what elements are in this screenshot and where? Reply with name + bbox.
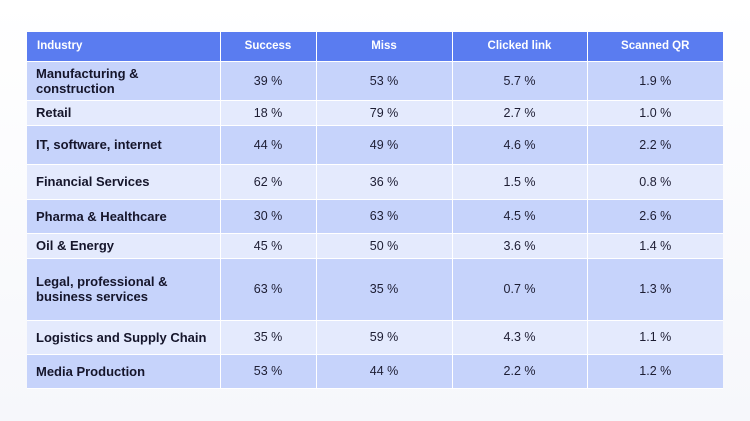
scanned-qr-cell: 1.1 % — [587, 320, 723, 355]
miss-cell: 59 % — [316, 320, 453, 355]
table-row: Retail 18 % 79 % 2.7 % 1.0 % — [27, 100, 723, 126]
success-cell: 18 % — [220, 100, 317, 126]
table-row: Financial Services 62 % 36 % 1.5 % 0.8 % — [27, 164, 723, 200]
industry-cell: Pharma & Healthcare — [27, 199, 221, 234]
table-row: Legal, professional & business services … — [27, 258, 723, 321]
table-row: Manufacturing & construction 39 % 53 % 5… — [27, 61, 723, 101]
industry-cell: Retail — [27, 100, 221, 126]
industry-cell: Manufacturing & construction — [27, 61, 221, 101]
table-header-row: Industry Success Miss Clicked link Scann… — [27, 32, 723, 62]
scanned-qr-cell: 1.0 % — [587, 100, 723, 126]
clicked-link-cell: 2.2 % — [452, 354, 588, 389]
scanned-qr-cell: 1.2 % — [587, 354, 723, 389]
miss-cell: 50 % — [316, 233, 453, 259]
success-cell: 45 % — [220, 233, 317, 259]
industry-cell: IT, software, internet — [27, 125, 221, 165]
success-cell: 44 % — [220, 125, 317, 165]
clicked-link-cell: 2.7 % — [452, 100, 588, 126]
header-clicked-link: Clicked link — [452, 32, 588, 62]
success-cell: 30 % — [220, 199, 317, 234]
scanned-qr-cell: 1.4 % — [587, 233, 723, 259]
table-row: Pharma & Healthcare 30 % 63 % 4.5 % 2.6 … — [27, 199, 723, 234]
success-cell: 53 % — [220, 354, 317, 389]
industry-cell: Legal, professional & business services — [27, 258, 221, 321]
clicked-link-cell: 0.7 % — [452, 258, 588, 321]
clicked-link-cell: 4.5 % — [452, 199, 588, 234]
table-row: IT, software, internet 44 % 49 % 4.6 % 2… — [27, 125, 723, 165]
success-cell: 39 % — [220, 61, 317, 101]
clicked-link-cell: 3.6 % — [452, 233, 588, 259]
industry-cell: Media Production — [27, 354, 221, 389]
scanned-qr-cell: 1.9 % — [587, 61, 723, 101]
miss-cell: 79 % — [316, 100, 453, 126]
miss-cell: 36 % — [316, 164, 453, 200]
success-cell: 63 % — [220, 258, 317, 321]
industry-cell: Logistics and Supply Chain — [27, 320, 221, 355]
table-row: Media Production 53 % 44 % 2.2 % 1.2 % — [27, 354, 723, 389]
table-row: Oil & Energy 45 % 50 % 3.6 % 1.4 % — [27, 233, 723, 259]
industry-cell: Financial Services — [27, 164, 221, 200]
success-cell: 35 % — [220, 320, 317, 355]
miss-cell: 63 % — [316, 199, 453, 234]
header-miss: Miss — [316, 32, 453, 62]
clicked-link-cell: 4.3 % — [452, 320, 588, 355]
scanned-qr-cell: 1.3 % — [587, 258, 723, 321]
header-industry: Industry — [27, 32, 221, 62]
clicked-link-cell: 1.5 % — [452, 164, 588, 200]
industry-cell: Oil & Energy — [27, 233, 221, 259]
scanned-qr-cell: 0.8 % — [587, 164, 723, 200]
header-scanned-qr: Scanned QR — [587, 32, 723, 62]
miss-cell: 49 % — [316, 125, 453, 165]
clicked-link-cell: 5.7 % — [452, 61, 588, 101]
scanned-qr-cell: 2.2 % — [587, 125, 723, 165]
miss-cell: 35 % — [316, 258, 453, 321]
scanned-qr-cell: 2.6 % — [587, 199, 723, 234]
industry-results-table: Industry Success Miss Clicked link Scann… — [27, 32, 723, 389]
miss-cell: 53 % — [316, 61, 453, 101]
clicked-link-cell: 4.6 % — [452, 125, 588, 165]
header-success: Success — [220, 32, 317, 62]
table-row: Logistics and Supply Chain 35 % 59 % 4.3… — [27, 320, 723, 355]
industry-results-table-container: Industry Success Miss Clicked link Scann… — [27, 32, 723, 389]
success-cell: 62 % — [220, 164, 317, 200]
miss-cell: 44 % — [316, 354, 453, 389]
